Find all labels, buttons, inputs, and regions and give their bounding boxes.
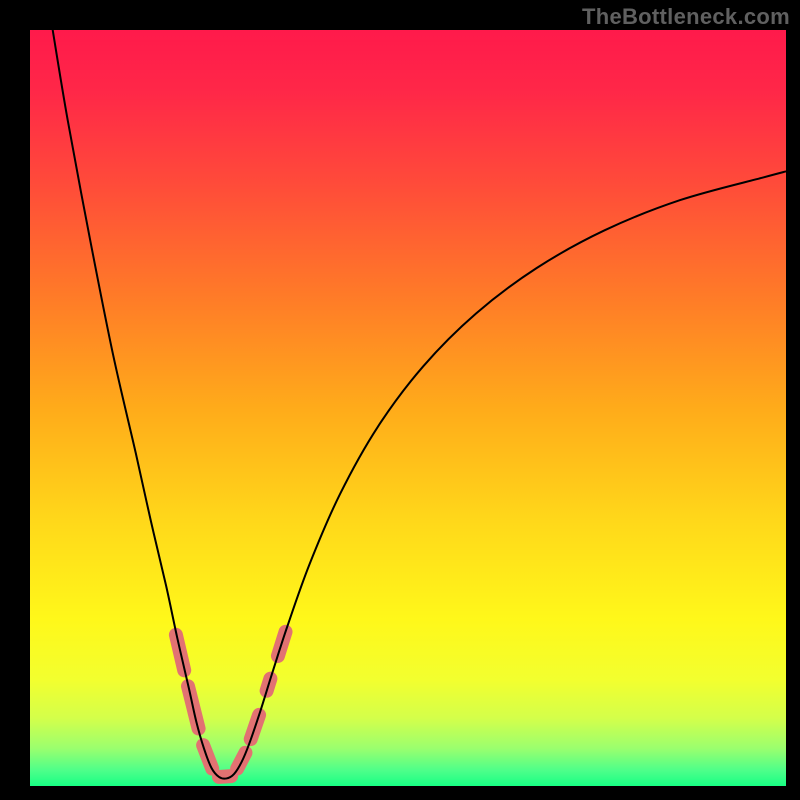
plot-background — [30, 30, 786, 786]
bottleneck-chart — [0, 0, 800, 800]
watermark-label: TheBottleneck.com — [582, 4, 790, 30]
chart-container: TheBottleneck.com — [0, 0, 800, 800]
